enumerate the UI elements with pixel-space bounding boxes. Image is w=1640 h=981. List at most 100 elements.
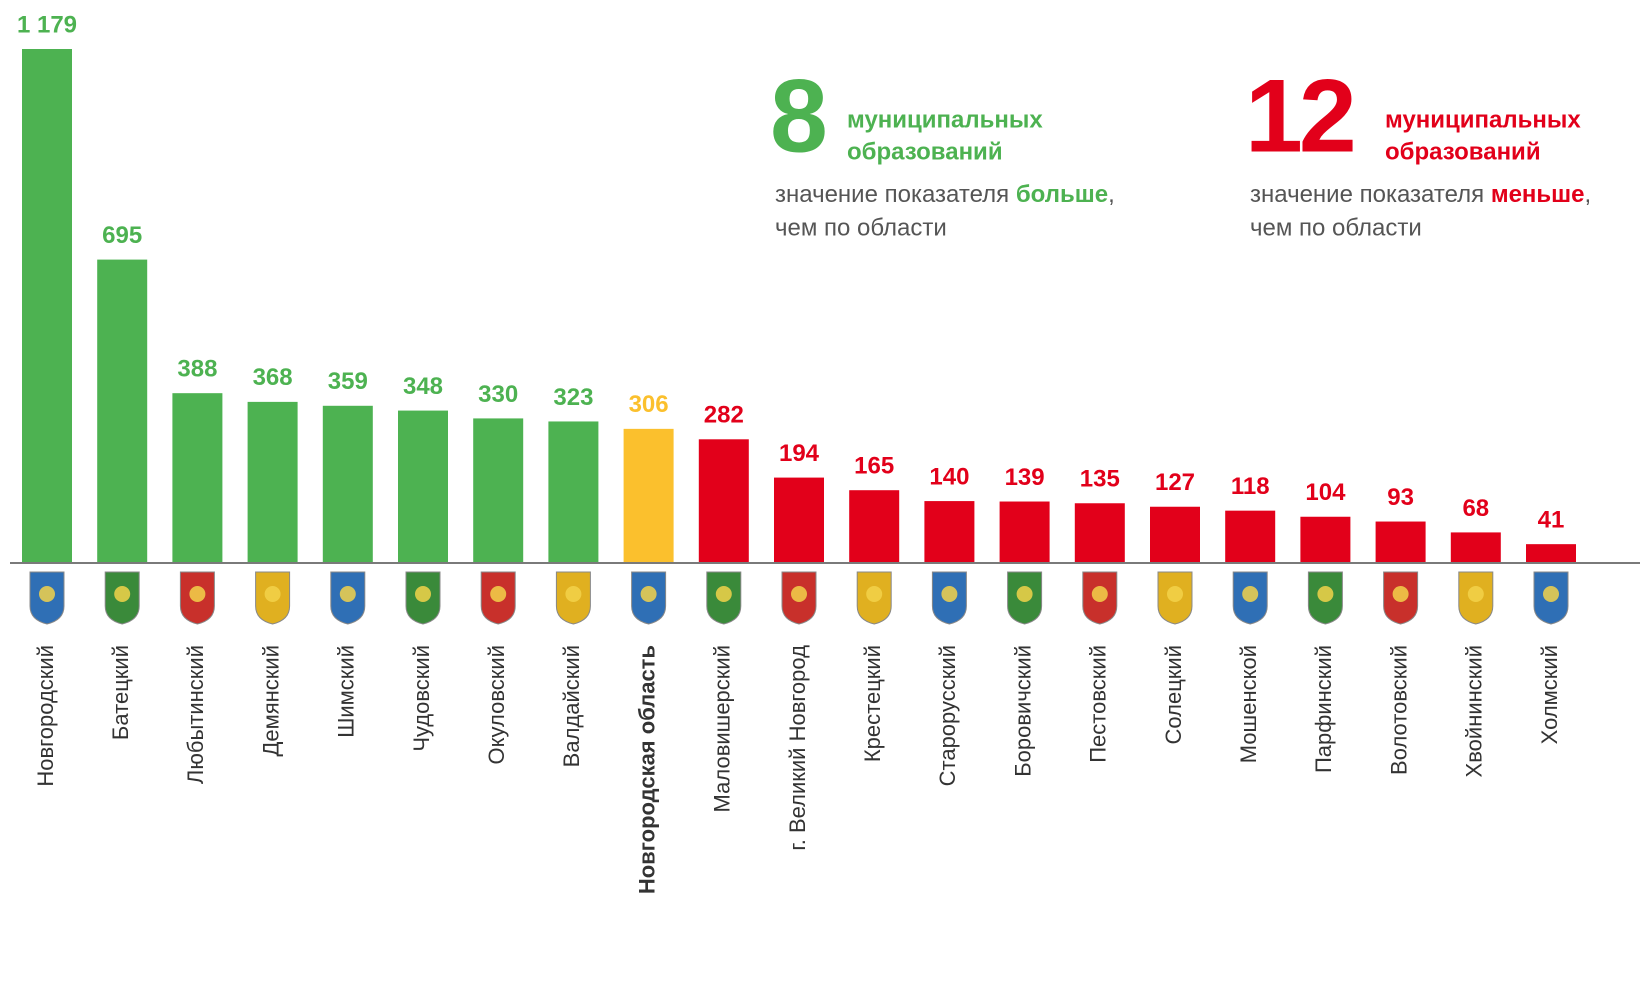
bar xyxy=(774,477,824,562)
data-label: 348 xyxy=(403,373,443,400)
emblem xyxy=(255,571,291,625)
emblem-detail xyxy=(1392,586,1409,602)
annotation-title: муниципальных xyxy=(1385,106,1581,133)
annotation-title: муниципальных xyxy=(847,106,1043,133)
x-tick-label: Боровичский xyxy=(1010,645,1035,777)
x-tick-label: Солецкий xyxy=(1161,645,1186,745)
x-tick-label: Окуловский xyxy=(484,645,509,764)
emblem xyxy=(931,571,967,625)
data-label: 127 xyxy=(1155,469,1195,496)
data-label: 359 xyxy=(328,368,368,395)
bar xyxy=(398,410,448,562)
bar xyxy=(999,501,1050,562)
annotation-text-part: значение показателя xyxy=(775,181,1016,208)
bar xyxy=(1225,510,1276,562)
emblem-detail xyxy=(1091,586,1108,602)
data-label: 41 xyxy=(1538,507,1565,534)
bar xyxy=(1150,506,1200,562)
emblem-detail xyxy=(339,586,356,602)
x-tick-label: Старорусский xyxy=(935,645,960,786)
emblem xyxy=(1383,571,1419,625)
data-label: 104 xyxy=(1305,479,1346,506)
bar xyxy=(849,490,900,562)
x-tick-label: Маловишерский xyxy=(710,645,735,812)
bar xyxy=(1450,532,1501,562)
annotation-text: чем по области xyxy=(775,214,947,241)
emblem-detail xyxy=(1167,586,1183,602)
x-tick-label: Шимский xyxy=(334,645,359,738)
annotation-title: образований xyxy=(847,138,1003,165)
x-tick-label: Волотовский xyxy=(1386,645,1411,775)
data-label: 194 xyxy=(779,440,820,467)
data-label: 165 xyxy=(854,453,894,480)
annotation-number: 8 xyxy=(770,58,825,174)
emblem xyxy=(480,571,516,625)
x-tick-label: Мошенской xyxy=(1236,645,1261,763)
x-tick-label: Валдайский xyxy=(559,645,584,767)
emblem xyxy=(1307,571,1343,625)
data-label: 1 179 xyxy=(17,11,77,38)
emblem xyxy=(781,571,817,625)
bar xyxy=(623,428,674,562)
emblem-detail xyxy=(1467,586,1484,602)
x-tick-label: Любытинский xyxy=(183,645,208,784)
x-tick-label: Новгородский xyxy=(33,645,58,787)
x-tick-label: Крестецкий xyxy=(860,645,885,762)
bar xyxy=(247,401,298,562)
emblem-detail xyxy=(114,586,131,602)
annotation-text-bold: больше xyxy=(1016,181,1108,208)
emblem xyxy=(405,571,441,625)
emblem xyxy=(104,571,140,625)
x-tick-label: Демянский xyxy=(258,645,283,757)
annotation-text-part: , xyxy=(1108,181,1115,208)
data-label: 135 xyxy=(1080,466,1120,493)
x-tick-label: Парфинский xyxy=(1311,645,1336,773)
emblem-detail xyxy=(715,586,732,602)
emblem xyxy=(706,571,742,625)
x-tick-label: Чудовский xyxy=(409,645,434,752)
emblem-detail xyxy=(39,586,55,602)
emblem xyxy=(631,571,667,625)
x-tick-label: Новгородская область xyxy=(634,645,659,894)
emblem xyxy=(1232,571,1268,625)
data-label: 695 xyxy=(102,222,142,249)
emblem-detail xyxy=(264,586,281,602)
emblem xyxy=(179,571,215,625)
data-label: 140 xyxy=(929,463,969,490)
emblem xyxy=(1533,571,1569,625)
data-label: 323 xyxy=(553,384,593,411)
annotation-text: значение показателя больше, xyxy=(775,181,1115,208)
emblem-detail xyxy=(866,586,883,602)
bar xyxy=(473,418,524,562)
annotation-text: чем по области xyxy=(1250,214,1422,241)
bar xyxy=(548,421,599,562)
bar xyxy=(22,49,72,562)
x-tick-label: Хвойнинский xyxy=(1462,645,1487,777)
emblem-detail xyxy=(640,586,657,602)
bar xyxy=(322,405,373,562)
x-tick-label: Батецкий xyxy=(108,645,133,740)
data-label: 306 xyxy=(629,391,669,418)
data-label: 139 xyxy=(1005,464,1045,491)
emblem-detail xyxy=(490,586,507,602)
emblem xyxy=(555,571,591,625)
x-tick-label: г. Великий Новгород xyxy=(785,645,810,851)
annotation-text-part: значение показателя xyxy=(1250,181,1491,208)
bar xyxy=(1526,544,1576,562)
emblem xyxy=(1458,571,1494,625)
data-label: 368 xyxy=(253,364,293,391)
annotation-title: образований xyxy=(1385,138,1541,165)
emblem xyxy=(330,571,366,625)
emblem-detail xyxy=(1317,586,1334,602)
annotation-text-part: , xyxy=(1585,181,1592,208)
annotation-number: 12 xyxy=(1245,58,1353,174)
data-label: 68 xyxy=(1462,495,1489,522)
data-label: 282 xyxy=(704,402,744,429)
emblem xyxy=(1007,571,1043,625)
bar xyxy=(172,393,223,562)
bar xyxy=(1074,503,1125,562)
emblem xyxy=(1157,571,1193,625)
emblem-detail xyxy=(415,586,431,602)
emblem xyxy=(856,571,892,625)
